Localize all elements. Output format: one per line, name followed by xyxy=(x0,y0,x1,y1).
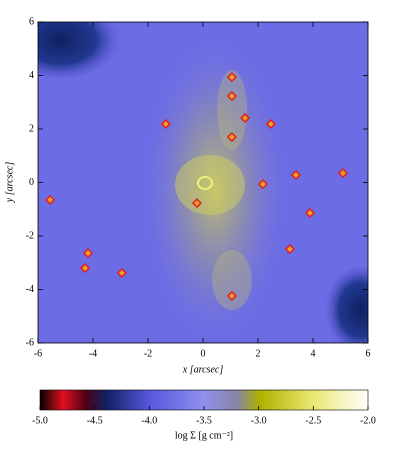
source-marker xyxy=(191,198,203,209)
y-tick-label: -6 xyxy=(26,337,34,348)
colorbar-tick-label: -4.0 xyxy=(141,415,157,426)
x-tick-label: 0 xyxy=(201,348,206,359)
x-tick-label: -6 xyxy=(34,348,42,359)
source-marker xyxy=(240,112,251,124)
source-marker xyxy=(45,194,56,205)
y-tick-label: 4 xyxy=(29,70,34,81)
colorbar-tick-label: -4.5 xyxy=(87,415,103,426)
density-map xyxy=(38,22,368,343)
colorbar-tick-label: -3.5 xyxy=(196,415,212,426)
source-marker xyxy=(304,207,316,219)
source-marker xyxy=(79,263,91,274)
colorbar-tick-label: -2.5 xyxy=(305,415,321,426)
source-marker xyxy=(160,118,171,129)
source-marker xyxy=(226,290,237,301)
x-tick-label: -2 xyxy=(144,348,152,359)
source-marker xyxy=(226,131,237,143)
y-tick-label: -2 xyxy=(26,230,34,241)
source-marker xyxy=(82,248,94,259)
source-marker xyxy=(116,267,127,278)
x-tick-label: 2 xyxy=(256,348,261,359)
source-marker xyxy=(337,168,349,179)
y-tick-label: 6 xyxy=(29,16,34,27)
y-tick-label: -4 xyxy=(26,284,34,295)
colorbar-tick-label: -5.0 xyxy=(32,415,48,426)
source-marker xyxy=(265,118,276,129)
source-marker xyxy=(226,91,237,102)
y-tick-label: 2 xyxy=(29,123,34,134)
y-axis-label: y [arcsec] xyxy=(4,162,15,204)
source-marker xyxy=(226,72,237,83)
x-tick-label: 6 xyxy=(366,348,371,359)
x-tick-label: -4 xyxy=(89,348,97,359)
source-marker xyxy=(257,179,269,190)
x-axis-label: x [arcsec] xyxy=(182,364,224,375)
colorbar-tick-label: -3.0 xyxy=(251,415,267,426)
colorbar-label: log Σ [g cm⁻²] xyxy=(175,430,233,441)
x-tick-label: 4 xyxy=(311,348,316,359)
source-marker xyxy=(290,169,302,181)
source-marker xyxy=(284,244,295,255)
y-tick-label: 0 xyxy=(29,177,34,188)
colorbar-tick-label: -2.0 xyxy=(360,415,376,426)
